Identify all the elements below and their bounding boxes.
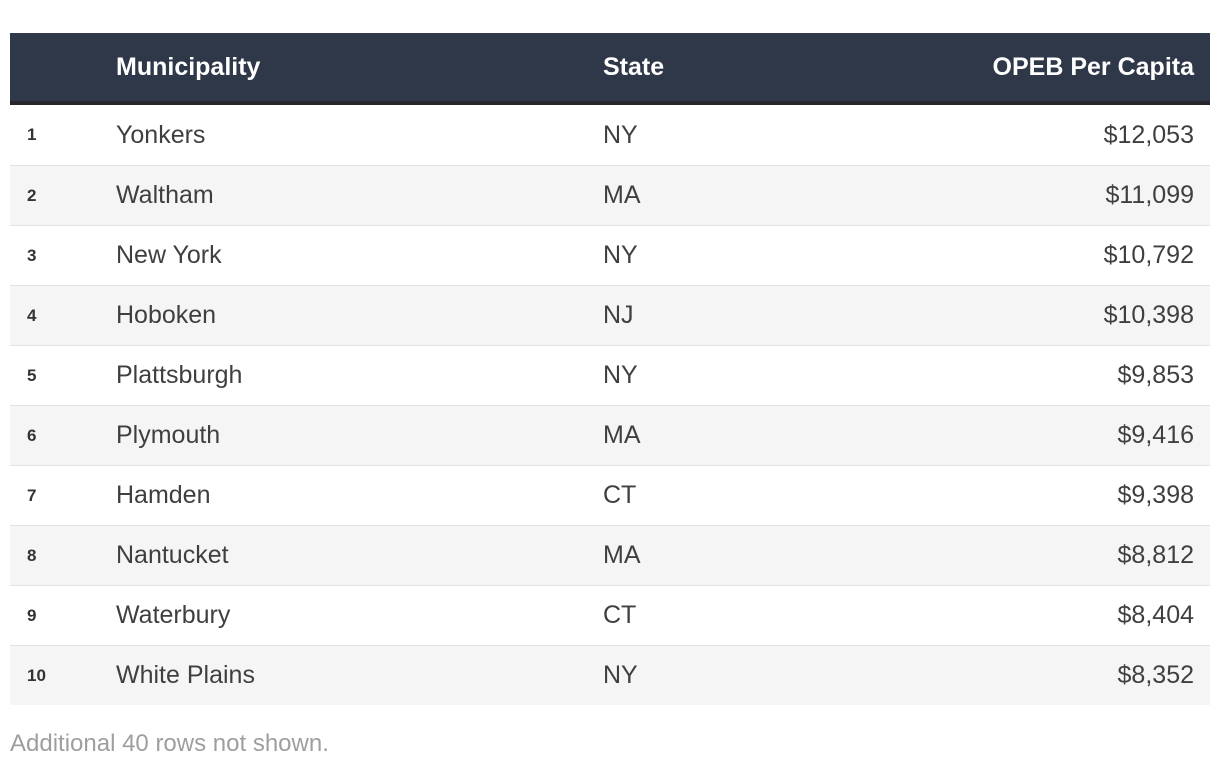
table-body: 1 Yonkers NY $12,053 2 Waltham MA $11,09… bbox=[10, 105, 1210, 705]
header-state: State bbox=[603, 33, 893, 105]
table-row: 9 Waterbury CT $8,404 bbox=[10, 585, 1210, 645]
cell-rank: 5 bbox=[10, 345, 116, 405]
cell-opeb: $9,398 bbox=[893, 465, 1210, 525]
cell-state: NY bbox=[603, 645, 893, 705]
cell-opeb: $11,099 bbox=[893, 165, 1210, 225]
header-rank bbox=[10, 33, 116, 105]
cell-opeb: $12,053 bbox=[893, 105, 1210, 165]
cell-opeb: $8,352 bbox=[893, 645, 1210, 705]
table-row: 2 Waltham MA $11,099 bbox=[10, 165, 1210, 225]
cell-municipality: Hoboken bbox=[116, 285, 603, 345]
cell-opeb: $9,416 bbox=[893, 405, 1210, 465]
cell-municipality: White Plains bbox=[116, 645, 603, 705]
opeb-table: Municipality State OPEB Per Capita 1 Yon… bbox=[10, 33, 1210, 705]
cell-state: NY bbox=[603, 225, 893, 285]
cell-opeb: $9,853 bbox=[893, 345, 1210, 405]
cell-municipality: Plymouth bbox=[116, 405, 603, 465]
footer-note: Additional 40 rows not shown. bbox=[10, 730, 329, 757]
cell-state: NY bbox=[603, 345, 893, 405]
cell-rank: 3 bbox=[10, 225, 116, 285]
cell-state: CT bbox=[603, 465, 893, 525]
table-row: 10 White Plains NY $8,352 bbox=[10, 645, 1210, 705]
cell-rank: 2 bbox=[10, 165, 116, 225]
cell-municipality: Hamden bbox=[116, 465, 603, 525]
cell-rank: 1 bbox=[10, 105, 116, 165]
cell-municipality: New York bbox=[116, 225, 603, 285]
cell-municipality: Waterbury bbox=[116, 585, 603, 645]
cell-rank: 7 bbox=[10, 465, 116, 525]
cell-rank: 10 bbox=[10, 645, 116, 705]
cell-municipality: Plattsburgh bbox=[116, 345, 603, 405]
cell-municipality: Waltham bbox=[116, 165, 603, 225]
table-row: 7 Hamden CT $9,398 bbox=[10, 465, 1210, 525]
cell-rank: 6 bbox=[10, 405, 116, 465]
table-row: 1 Yonkers NY $12,053 bbox=[10, 105, 1210, 165]
cell-state: MA bbox=[603, 405, 893, 465]
table-row: 4 Hoboken NJ $10,398 bbox=[10, 285, 1210, 345]
cell-state: MA bbox=[603, 525, 893, 585]
cell-state: NY bbox=[603, 105, 893, 165]
cell-opeb: $8,812 bbox=[893, 525, 1210, 585]
table-row: 8 Nantucket MA $8,812 bbox=[10, 525, 1210, 585]
cell-opeb: $10,398 bbox=[893, 285, 1210, 345]
cell-rank: 8 bbox=[10, 525, 116, 585]
table-row: 3 New York NY $10,792 bbox=[10, 225, 1210, 285]
cell-state: CT bbox=[603, 585, 893, 645]
cell-municipality: Yonkers bbox=[116, 105, 603, 165]
cell-opeb: $10,792 bbox=[893, 225, 1210, 285]
cell-opeb: $8,404 bbox=[893, 585, 1210, 645]
cell-rank: 4 bbox=[10, 285, 116, 345]
cell-state: MA bbox=[603, 165, 893, 225]
table-header: Municipality State OPEB Per Capita bbox=[10, 33, 1210, 105]
header-municipality: Municipality bbox=[116, 33, 603, 105]
cell-municipality: Nantucket bbox=[116, 525, 603, 585]
table-row: 5 Plattsburgh NY $9,853 bbox=[10, 345, 1210, 405]
cell-state: NJ bbox=[603, 285, 893, 345]
table-row: 6 Plymouth MA $9,416 bbox=[10, 405, 1210, 465]
cell-rank: 9 bbox=[10, 585, 116, 645]
header-opeb-per-capita: OPEB Per Capita bbox=[893, 33, 1210, 105]
table-header-row: Municipality State OPEB Per Capita bbox=[10, 33, 1210, 105]
